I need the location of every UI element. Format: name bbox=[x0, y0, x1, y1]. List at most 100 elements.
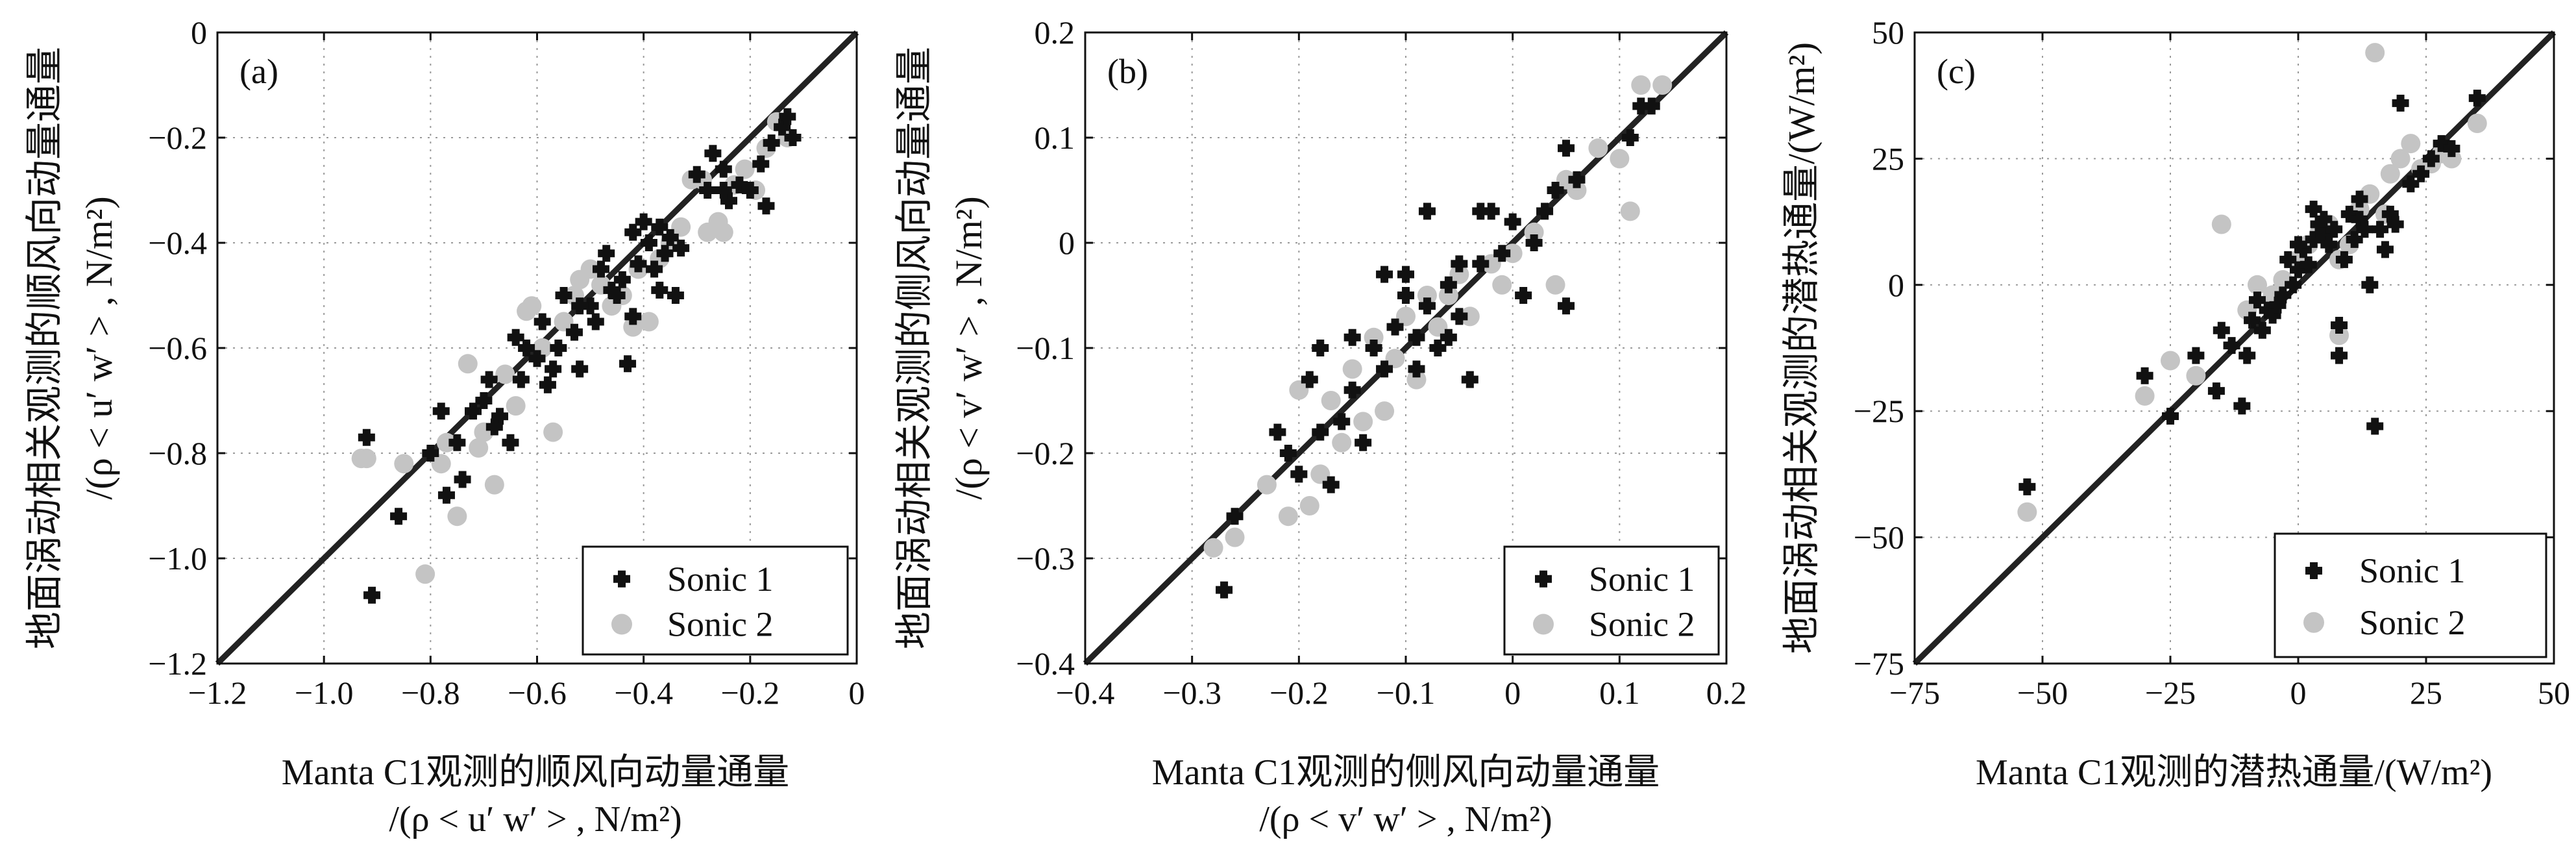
sonic1-point bbox=[363, 586, 381, 604]
sonic1-point bbox=[646, 260, 663, 278]
legend: Sonic 1 Sonic 2 bbox=[1503, 545, 1720, 656]
sonic1-point bbox=[2305, 201, 2322, 218]
sonic2-point bbox=[1321, 391, 1341, 410]
sonic2-point bbox=[2329, 325, 2349, 345]
sonic1-point bbox=[2269, 296, 2287, 314]
y-tick-label: −25 bbox=[1854, 393, 1904, 429]
sonic2-point bbox=[415, 564, 435, 584]
sonic1-point bbox=[2162, 407, 2179, 425]
x-axis-label: /(ρ < v′ w′ > , N/m²) bbox=[1259, 799, 1552, 839]
y-tick-label: 0 bbox=[191, 14, 207, 51]
sonic2-point bbox=[1545, 275, 1565, 295]
sonic2-point bbox=[1342, 359, 1362, 379]
sonic1-point bbox=[1376, 360, 1393, 378]
sonic1-point bbox=[582, 297, 599, 315]
legend-sonic1-label: Sonic 1 bbox=[1589, 560, 1695, 599]
sonic1-point bbox=[2468, 90, 2486, 107]
sonic1-point bbox=[635, 213, 652, 230]
x-tick-label: −0.6 bbox=[508, 675, 567, 711]
sonic1-point bbox=[1568, 171, 1586, 188]
sonic1-point bbox=[2376, 241, 2394, 258]
sonic1-point bbox=[1515, 287, 1532, 304]
sonic1-point bbox=[624, 223, 642, 241]
sonic1-point bbox=[1343, 381, 1361, 399]
sonic1-point bbox=[491, 408, 509, 425]
sonic1-point bbox=[528, 350, 546, 367]
sonic2-point bbox=[2442, 149, 2462, 169]
y-tick-label: −0.3 bbox=[1016, 540, 1075, 577]
sonic1-point bbox=[2274, 286, 2292, 304]
sonic2-point bbox=[1299, 496, 1319, 515]
x-tick-label: 0.1 bbox=[1599, 675, 1640, 711]
sonic1-point bbox=[651, 218, 669, 236]
x-tick-label: −0.4 bbox=[1056, 675, 1115, 711]
sonic1-point bbox=[1226, 508, 1244, 525]
x-tick-label: −1.0 bbox=[295, 675, 354, 711]
sonic1-point bbox=[1429, 340, 1447, 356]
sonic2-point bbox=[431, 454, 451, 474]
y-tick-label: 50 bbox=[1872, 14, 1904, 51]
y-tick-label: −0.1 bbox=[1016, 330, 1075, 366]
x-axis-label: Manta C1观测的侧风向动量通量 bbox=[1152, 752, 1660, 793]
sonic1-point bbox=[2443, 140, 2460, 157]
sonic2-point bbox=[1428, 317, 1448, 337]
sonic1-point bbox=[2253, 321, 2271, 339]
sonic2-point bbox=[1364, 327, 1384, 347]
legend: Sonic 1 Sonic 2 bbox=[2274, 532, 2547, 658]
sonic1-point bbox=[512, 371, 530, 388]
sonic2-point bbox=[1278, 506, 1298, 527]
legend-sonic1-marker bbox=[613, 570, 630, 588]
sonic2-point bbox=[1385, 349, 1405, 369]
panel-label: (a) bbox=[239, 52, 278, 91]
sonic1-point bbox=[1440, 276, 1457, 293]
x-tick-label: −0.1 bbox=[1377, 675, 1436, 711]
y-tick-label: −50 bbox=[1854, 519, 1904, 556]
sonic1-point bbox=[603, 281, 620, 299]
sonic1-point bbox=[1322, 476, 1340, 493]
sonic2-point bbox=[506, 396, 526, 416]
sonic2-point bbox=[1524, 222, 1544, 242]
sonic2-point bbox=[2135, 386, 2155, 406]
y-tick-label: −0.4 bbox=[1016, 645, 1075, 682]
sonic2-point bbox=[1567, 180, 1587, 200]
sonic1-point bbox=[704, 145, 722, 162]
sonic1-point bbox=[763, 134, 780, 152]
y-tick-label: 0.1 bbox=[1035, 119, 1075, 156]
sonic2-point bbox=[735, 159, 755, 179]
sonic1-point bbox=[2310, 216, 2327, 233]
sonic2-point bbox=[2467, 113, 2487, 133]
x-tick-label: 0 bbox=[849, 675, 865, 711]
sonic1-point bbox=[1461, 371, 1478, 388]
chart-panel-3: −75 −50 −25 0 25 50 −75 −50 −25 0 25 50 (c) 地面涡动相关观测的… bbox=[1780, 14, 2570, 793]
sonic1-point bbox=[1451, 255, 1468, 273]
sonic1-point bbox=[2386, 216, 2404, 233]
x-tick-label: −0.2 bbox=[720, 675, 779, 711]
sonic1-point bbox=[752, 155, 770, 173]
sonic1-point bbox=[2248, 292, 2266, 309]
sonic1-point bbox=[2325, 221, 2343, 238]
x-tick-label: 50 bbox=[2538, 675, 2570, 711]
sonic1-point bbox=[661, 229, 679, 246]
x-axis-label: Manta C1观测的潜热通量/(W/m²) bbox=[1976, 752, 2492, 793]
sonic1-point bbox=[1418, 297, 1436, 315]
sonic1-point bbox=[2207, 382, 2225, 400]
sonic2-point bbox=[671, 217, 691, 237]
sonic1-point bbox=[1493, 245, 1511, 262]
sonic2-point bbox=[356, 449, 376, 469]
sonic1-point bbox=[2244, 312, 2261, 329]
x-tick-label: −0.3 bbox=[1162, 675, 1221, 711]
sonic1-point bbox=[1504, 213, 1521, 230]
sonic2-point bbox=[1492, 275, 1512, 295]
sonic1-point bbox=[1397, 266, 1414, 283]
sonic1-point bbox=[2223, 337, 2240, 354]
sonic1-point bbox=[2331, 317, 2348, 334]
sonic2-point bbox=[458, 354, 478, 374]
sonic1-point bbox=[2433, 135, 2450, 153]
sonic1-point bbox=[1525, 234, 1543, 251]
sonic1-point bbox=[1355, 434, 1372, 451]
sonic1-point bbox=[480, 371, 498, 388]
sonic1-point bbox=[640, 234, 657, 251]
sonic1-point bbox=[699, 182, 717, 199]
sonic1-point bbox=[390, 508, 408, 525]
sonic1-point bbox=[1408, 360, 1425, 378]
